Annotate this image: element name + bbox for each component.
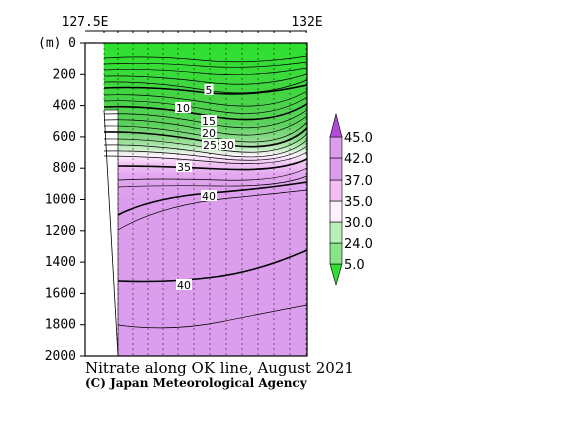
contour-label-bg — [176, 279, 192, 290]
colorbar: 5.0 24.0 30.0 35.0 37.0 42.0 45.0 — [329, 112, 373, 287]
contour-label: 40 — [202, 190, 216, 203]
colorbar-label: 37.0 — [344, 174, 373, 189]
y-tick-label: 1600 — [45, 286, 76, 301]
y-tick-label: 1200 — [45, 224, 76, 239]
y-axis: 0 200 400 600 800 1000 1200 1400 1600 1800 2000 — [45, 36, 85, 364]
contour-label: 15 — [202, 115, 216, 128]
contour-label: 20 — [202, 127, 216, 140]
contour-label-bg — [219, 139, 235, 150]
contour-label-bg — [201, 190, 217, 201]
y-tick-label: 1000 — [45, 193, 76, 208]
chart-title: Nitrate along OK line, August 2021 — [85, 359, 354, 377]
contour-lines — [103, 55, 308, 329]
contour-label: 40 — [177, 279, 191, 292]
colorbar-label: 35.0 — [344, 195, 373, 210]
colorbar-segment — [329, 200, 343, 223]
contour-label: 35 — [177, 161, 191, 174]
station-lines — [103, 31, 307, 356]
y-tick-label: 1800 — [45, 318, 76, 333]
contour-label-bg — [201, 127, 217, 138]
contour-label: 5 — [206, 84, 213, 97]
y-tick-label: 200 — [53, 67, 76, 82]
colorbar-segment — [329, 242, 343, 265]
colorbar-segment — [329, 221, 343, 244]
colorbar-label: 24.0 — [344, 237, 373, 252]
y-tick-label: 600 — [53, 130, 76, 145]
colorbar-label: 30.0 — [344, 216, 373, 231]
y-axis-unit: (m) — [38, 36, 61, 51]
contour-label-bg — [201, 115, 217, 126]
contour-label-bg — [176, 161, 192, 172]
y-tick-label: 800 — [53, 161, 76, 176]
y-tick-label: 1400 — [45, 255, 76, 270]
colorbar-over-triangle — [329, 112, 343, 138]
contour-label: 25 — [203, 139, 217, 152]
y-tick-label: 2000 — [45, 349, 76, 364]
contour-label-bg — [202, 139, 218, 150]
contour-label-bg — [175, 102, 191, 113]
y-tick-label: 400 — [53, 99, 76, 114]
colorbar-under-triangle — [329, 263, 343, 287]
colorbar-label: 5.0 — [344, 258, 365, 273]
colorbar-segment — [329, 179, 343, 202]
contour-label: 10 — [176, 102, 190, 115]
colorbar-label: 45.0 — [344, 131, 373, 146]
y-tick-label: 0 — [68, 36, 76, 51]
contour-label-bg — [204, 84, 214, 95]
x-tick-label-west: 127.5E — [62, 15, 109, 30]
colorbar-segment — [329, 157, 343, 181]
seafloor-wedge — [85, 43, 118, 356]
colorbar-label: 42.0 — [344, 152, 373, 167]
contour-label: 30 — [220, 139, 234, 152]
credit-text: (C) Japan Meteorological Agency — [85, 376, 308, 390]
x-tick-label-east: 132E — [291, 15, 322, 30]
colorbar-segment — [329, 136, 343, 159]
